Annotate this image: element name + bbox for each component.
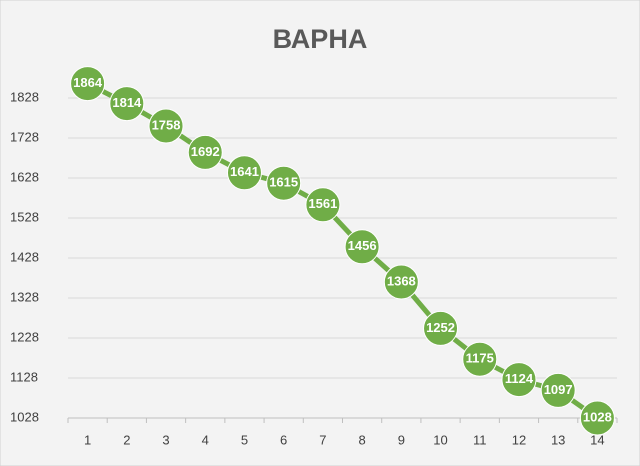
y-tick-label: 1828 <box>10 89 39 104</box>
x-tick-label: 12 <box>512 432 526 447</box>
marker <box>70 66 106 102</box>
marker <box>305 187 341 223</box>
x-tick-label: 10 <box>433 432 447 447</box>
y-tick-label: 1728 <box>10 129 39 144</box>
x-tick-label: 2 <box>123 432 130 447</box>
data-label: 1252 <box>426 320 455 335</box>
x-tick-label: 14 <box>590 432 604 447</box>
x-tick-label: 11 <box>473 432 487 447</box>
x-tick-label: 6 <box>280 432 287 447</box>
x-tick-label: 7 <box>319 432 326 447</box>
data-label: 1864 <box>73 75 103 90</box>
data-label: 1097 <box>544 382 573 397</box>
marker <box>579 400 615 436</box>
data-label: 1692 <box>191 144 220 159</box>
marker <box>226 155 262 191</box>
x-tick-label: 8 <box>358 432 365 447</box>
x-tick-label: 1 <box>84 432 91 447</box>
data-label: 1615 <box>269 175 298 190</box>
x-tick-label: 9 <box>398 432 405 447</box>
x-tick-label: 4 <box>202 432 209 447</box>
data-label: 1175 <box>466 351 494 366</box>
y-tick-label: 1228 <box>10 329 39 344</box>
marker <box>148 108 184 144</box>
marker <box>109 86 145 122</box>
y-tick-label: 1128 <box>10 369 38 384</box>
marker <box>423 310 459 346</box>
marker <box>383 264 419 300</box>
marker <box>540 372 576 408</box>
x-tick-label: 3 <box>162 432 169 447</box>
data-label: 1368 <box>387 273 416 288</box>
data-label: 1758 <box>152 117 181 132</box>
y-tick-label: 1028 <box>10 409 39 424</box>
data-label: 1561 <box>308 196 337 211</box>
data-label: 1456 <box>348 238 377 253</box>
data-label: 1641 <box>230 164 259 179</box>
y-tick-label: 1528 <box>10 209 39 224</box>
y-tick-label: 1628 <box>10 169 39 184</box>
chart-title: ВАРНА <box>273 24 368 54</box>
x-tick-label: 13 <box>551 432 565 447</box>
data-label: 1028 <box>583 409 612 424</box>
data-label: 1124 <box>505 371 534 386</box>
x-tick-label: 5 <box>241 432 248 447</box>
data-label: 1814 <box>112 95 142 110</box>
marker <box>344 229 380 265</box>
marker <box>266 165 302 201</box>
marker <box>187 134 223 170</box>
marker <box>501 362 537 398</box>
y-tick-label: 1428 <box>10 249 39 264</box>
marker <box>462 341 498 377</box>
y-tick-label: 1328 <box>10 289 39 304</box>
